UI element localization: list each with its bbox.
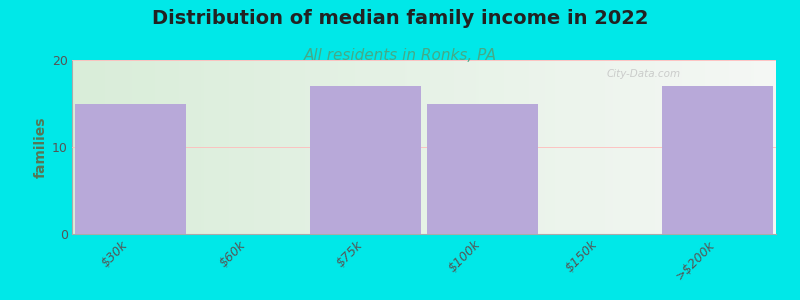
Y-axis label: families: families xyxy=(34,116,48,178)
Bar xyxy=(75,103,186,234)
Bar xyxy=(427,103,538,234)
Text: Distribution of median family income in 2022: Distribution of median family income in … xyxy=(152,9,648,28)
Text: All residents in Ronks, PA: All residents in Ronks, PA xyxy=(303,48,497,63)
Bar xyxy=(310,86,421,234)
Bar xyxy=(662,86,773,234)
Text: City-Data.com: City-Data.com xyxy=(607,69,681,79)
